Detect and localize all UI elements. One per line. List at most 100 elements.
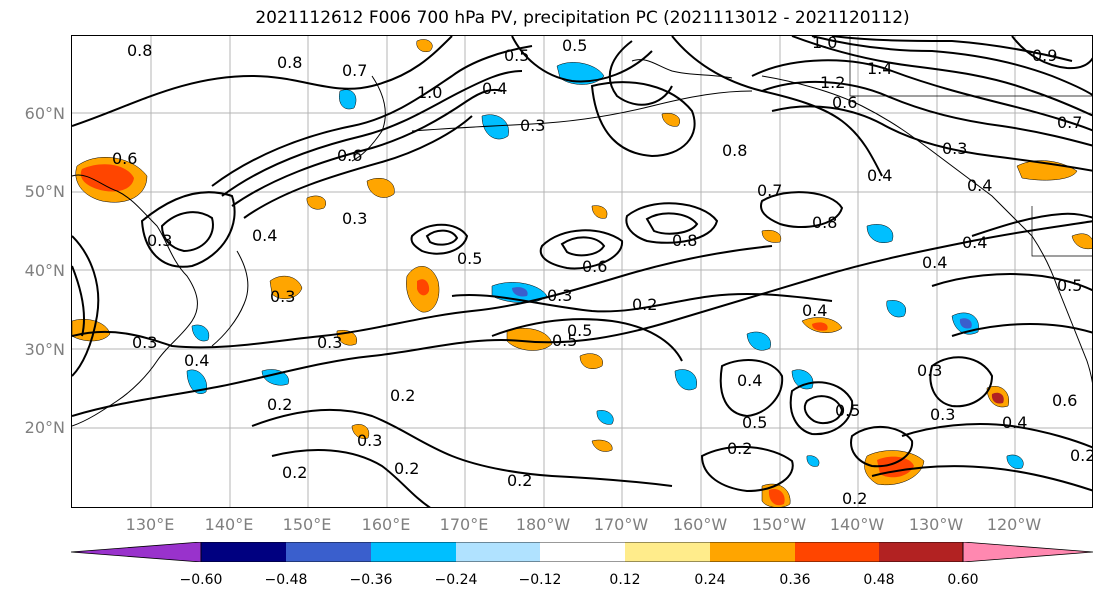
contour-label: 0.5 bbox=[504, 46, 529, 65]
precip-negative-patch bbox=[791, 369, 814, 390]
contour-label: 0.2 bbox=[394, 459, 419, 478]
contour-label: 0.2 bbox=[727, 439, 752, 458]
colorbar-tick: −0.24 bbox=[434, 572, 478, 588]
precip-positive-patch bbox=[306, 195, 326, 210]
contour-label: 0.3 bbox=[917, 361, 942, 380]
contour-label: 0.4 bbox=[737, 371, 762, 390]
precip-negative-patch bbox=[481, 114, 509, 140]
contour-label: 0.4 bbox=[867, 166, 892, 185]
precip-positive-patch bbox=[761, 230, 782, 243]
lon-label-120w: 120°W bbox=[986, 515, 1042, 534]
contour-label: 0.3 bbox=[270, 287, 295, 306]
contour-label: 0.2 bbox=[1070, 446, 1093, 465]
north-coast-edge bbox=[631, 59, 733, 79]
contour-label: 0.2 bbox=[842, 489, 867, 508]
precip-negative-patch bbox=[886, 300, 906, 318]
lon-label-130w: 130°W bbox=[908, 515, 964, 534]
contour-label: 0.5 bbox=[552, 331, 577, 350]
precip-mid-patch bbox=[959, 318, 972, 329]
contour-label: 0.7 bbox=[1057, 113, 1082, 132]
colorbar-swatch bbox=[201, 542, 286, 562]
lon-label-140e: 140°E bbox=[204, 515, 254, 534]
colorbar-right-arrow bbox=[962, 541, 1094, 563]
precip-strong-patch bbox=[991, 392, 1004, 404]
lon-label-140w: 140°W bbox=[829, 515, 885, 534]
colorbar-swatch bbox=[456, 542, 540, 562]
grid-lines bbox=[72, 36, 1092, 507]
colorbar bbox=[70, 541, 1094, 563]
contour-label: 0.4 bbox=[252, 226, 277, 245]
contour-label: 0.7 bbox=[757, 181, 782, 200]
precip-positive-patch bbox=[351, 424, 370, 439]
colorbar-tick: −0.12 bbox=[518, 572, 562, 588]
coastlines bbox=[72, 59, 1092, 427]
colorbar-swatch bbox=[286, 542, 371, 562]
contour-label: 0.5 bbox=[742, 413, 767, 432]
contour-label: 0.4 bbox=[922, 253, 947, 272]
contour-label: 0.6 bbox=[582, 257, 607, 276]
contour-label: 0.4 bbox=[482, 79, 507, 98]
contour-label: 0.8 bbox=[127, 41, 152, 60]
contour-label: 0.5 bbox=[457, 249, 482, 268]
precip-positive-patch bbox=[72, 318, 111, 342]
precip-negative-patch bbox=[866, 224, 894, 243]
precip-positive-patch bbox=[579, 353, 603, 369]
colorbar-tick: −0.48 bbox=[264, 572, 308, 588]
lat-label-60n: 60°N bbox=[24, 104, 65, 123]
precip-anomaly-shading bbox=[72, 39, 1092, 507]
lon-label-150e: 150°E bbox=[282, 515, 332, 534]
contour-label: 0.4 bbox=[1002, 413, 1027, 432]
precip-positive-patch bbox=[661, 113, 680, 127]
contour-label: 0.4 bbox=[184, 351, 209, 370]
precip-positive-patch bbox=[416, 39, 433, 52]
colorbar-swatch bbox=[795, 542, 879, 562]
contour-label: 0.4 bbox=[962, 233, 987, 252]
colorbar-tick: 0.12 bbox=[609, 572, 641, 588]
precip-negative-patch bbox=[191, 324, 210, 342]
contour-label: 0.6 bbox=[832, 93, 857, 112]
contour-label: 0.5 bbox=[1057, 276, 1082, 295]
lat-label-20n: 20°N bbox=[24, 418, 65, 437]
contour-label: 0.5 bbox=[562, 36, 587, 55]
colorbar-left-arrow bbox=[70, 541, 202, 563]
alaska-coast bbox=[761, 75, 1033, 237]
contour-label: 0.2 bbox=[282, 463, 307, 482]
contour-label: 1.0 bbox=[417, 83, 442, 102]
precip-positive-patch bbox=[591, 439, 613, 452]
precip-mid-patch bbox=[512, 287, 528, 297]
aleutian-chain bbox=[411, 90, 753, 132]
precip-negative-patch bbox=[674, 369, 697, 391]
contour-label: 0.5 bbox=[835, 401, 860, 420]
precip-negative-patch bbox=[1006, 454, 1024, 469]
contour-label: 0.2 bbox=[507, 471, 532, 490]
contour-label: 0.3 bbox=[547, 286, 572, 305]
contour-label: 0.7 bbox=[342, 61, 367, 80]
contour-label: 0.4 bbox=[967, 176, 992, 195]
contour-labels: 0.8 0.8 0.7 0.6 0.6 0.3 0.4 1.0 0.4 0.5 … bbox=[112, 36, 1093, 508]
map-panel: 0.8 0.8 0.7 0.6 0.6 0.3 0.4 1.0 0.4 0.5 … bbox=[71, 35, 1093, 508]
contour-label: 0.9 bbox=[1032, 46, 1057, 65]
precip-positive-patch bbox=[506, 328, 553, 351]
precip-strong-patch bbox=[768, 488, 785, 506]
precip-negative-patch bbox=[186, 369, 207, 394]
colorbar-graphic bbox=[70, 541, 1094, 563]
colorbar-tick: 0.36 bbox=[779, 572, 811, 588]
contour-label: 0.3 bbox=[357, 431, 382, 450]
kamchatka-coast bbox=[351, 75, 386, 162]
contour-label: 0.5 bbox=[567, 321, 592, 340]
contour-label: 0.3 bbox=[342, 209, 367, 228]
colorbar-tick: 0.48 bbox=[863, 572, 895, 588]
precip-positive-patch bbox=[1071, 233, 1092, 250]
pv-precip-map: 0.8 0.8 0.7 0.6 0.6 0.3 0.4 1.0 0.4 0.5 … bbox=[72, 36, 1093, 508]
contour-label: 0.2 bbox=[390, 386, 415, 405]
contour-label: 0.8 bbox=[277, 53, 302, 72]
contour-label: 0.6 bbox=[112, 149, 137, 168]
colorbar-tick: 0.60 bbox=[947, 572, 979, 588]
contour-label: 0.3 bbox=[930, 405, 955, 424]
colorbar-swatch bbox=[710, 542, 795, 562]
colorbar-tick: −0.60 bbox=[179, 572, 223, 588]
contour-label: 0.4 bbox=[802, 301, 827, 320]
lat-label-30n: 30°N bbox=[24, 340, 65, 359]
map-title: 2021112612 F006 700 hPa PV, precipitatio… bbox=[255, 8, 910, 28]
japan-coast bbox=[211, 250, 249, 347]
